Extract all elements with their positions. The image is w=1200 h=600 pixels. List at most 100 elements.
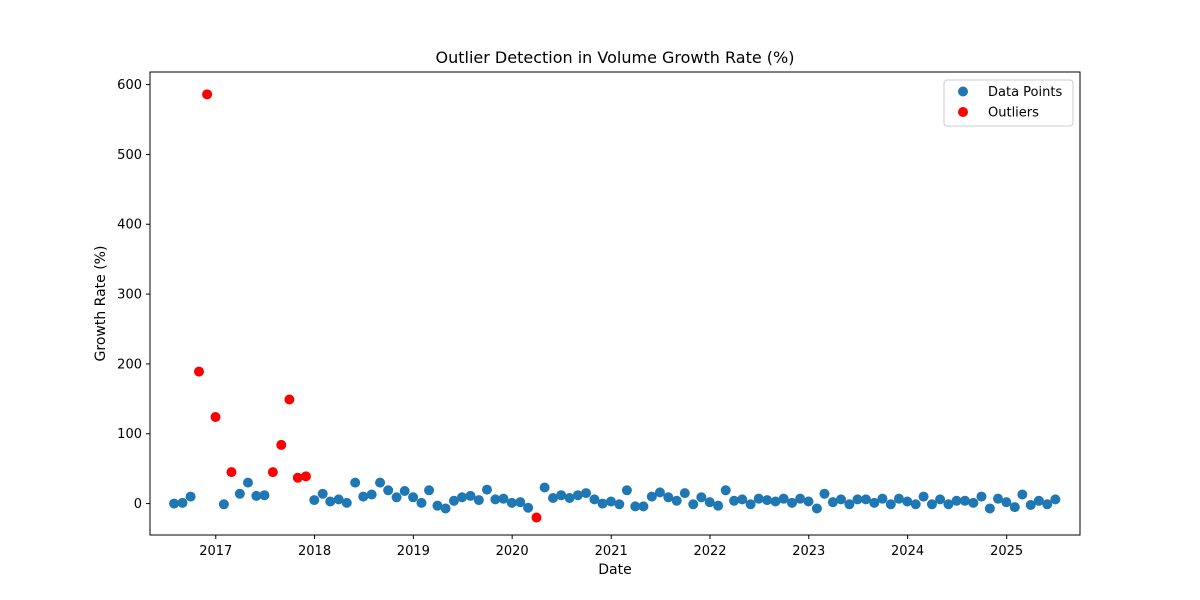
plot-area (149, 71, 1081, 536)
data-point (614, 499, 625, 510)
data-point (811, 503, 822, 514)
data-point (366, 489, 377, 500)
data-point (440, 503, 451, 514)
data-point (795, 493, 806, 504)
data-point (688, 499, 699, 510)
x-tick-label: 2019 (397, 544, 430, 559)
data-point (951, 495, 962, 506)
data-point (490, 494, 501, 505)
data-point (959, 495, 970, 506)
data-point (548, 492, 559, 503)
y-tick-label: 500 (117, 148, 142, 163)
data-point (713, 500, 724, 511)
data-point (1050, 494, 1061, 505)
outlier-point (284, 394, 295, 405)
data-point (432, 500, 443, 511)
data-point (621, 485, 632, 496)
data-point (910, 499, 921, 510)
data-point (679, 488, 690, 499)
data-point (581, 488, 592, 499)
legend-marker-outliers (958, 107, 968, 117)
outlier-point (226, 467, 237, 478)
legend-box (943, 79, 1074, 127)
outlier-point (276, 439, 287, 450)
data-point (1033, 495, 1044, 506)
y-tick-label: 300 (117, 288, 142, 303)
data-point (259, 490, 270, 501)
x-tick-label: 2025 (990, 544, 1023, 559)
x-tick-label: 2021 (595, 544, 628, 559)
data-point (1017, 489, 1028, 500)
data-point (762, 495, 773, 506)
y-tick-label: 0 (134, 497, 142, 512)
legend-label-outliers: Outliers (988, 106, 1039, 121)
data-point (408, 492, 419, 503)
y-tick-label: 100 (117, 427, 142, 442)
data-point (737, 494, 748, 505)
data-point (333, 494, 344, 505)
data-point (169, 498, 180, 509)
data-point (671, 495, 682, 506)
outlier-point (292, 472, 303, 483)
data-point (819, 488, 830, 499)
data-point (242, 477, 253, 488)
outlier-point (531, 512, 542, 523)
data-point (473, 495, 484, 506)
data-point (1001, 497, 1012, 508)
data-point (787, 497, 798, 508)
y-axis: 0 100 200 300 400 500 600 (117, 78, 150, 512)
plot-frame (149, 71, 1081, 536)
x-tick-label: 2023 (792, 544, 825, 559)
data-point (341, 497, 352, 508)
data-point (589, 494, 600, 505)
data-point (498, 493, 509, 504)
data-point (943, 499, 954, 510)
x-tick-label: 2024 (891, 544, 924, 559)
data-point (720, 485, 731, 496)
data-point (539, 482, 550, 493)
data-point (992, 493, 1003, 504)
data-point (885, 499, 896, 510)
data-point (177, 497, 188, 508)
data-point (984, 503, 995, 514)
points-layer (169, 89, 1061, 523)
data-point (696, 492, 707, 503)
data-point (638, 501, 649, 512)
data-point (383, 485, 394, 496)
data-point (827, 497, 838, 508)
data-point (893, 493, 904, 504)
data-point (976, 491, 987, 502)
data-point (844, 499, 855, 510)
data-point (1042, 499, 1053, 510)
data-point (902, 496, 913, 507)
data-point (375, 477, 386, 488)
data-point (218, 499, 229, 510)
x-tick-label: 2018 (298, 544, 331, 559)
data-point (564, 492, 575, 503)
data-point (852, 494, 863, 505)
data-point (309, 495, 320, 506)
data-point (317, 488, 328, 499)
data-point (234, 488, 245, 499)
data-point (630, 501, 641, 512)
legend-marker-data-points (958, 86, 968, 97)
data-point (515, 497, 526, 508)
data-point (926, 499, 937, 510)
data-point (185, 491, 196, 502)
x-tick-label: 2017 (199, 544, 232, 559)
data-point (935, 494, 946, 505)
data-point (350, 477, 361, 488)
legend-label-data-points: Data Points (988, 85, 1062, 100)
data-point (646, 491, 657, 502)
data-point (556, 490, 567, 501)
data-point (481, 484, 492, 495)
outlier-point (300, 471, 311, 482)
x-axis: 2017 2018 2019 2020 2021 2022 2023 2024 2025 (199, 535, 1023, 559)
x-axis-label: Date (598, 562, 631, 578)
data-point (729, 495, 740, 506)
outlier-point (210, 411, 221, 422)
data-point (399, 486, 410, 497)
data-point (391, 492, 402, 503)
data-point (325, 496, 336, 507)
